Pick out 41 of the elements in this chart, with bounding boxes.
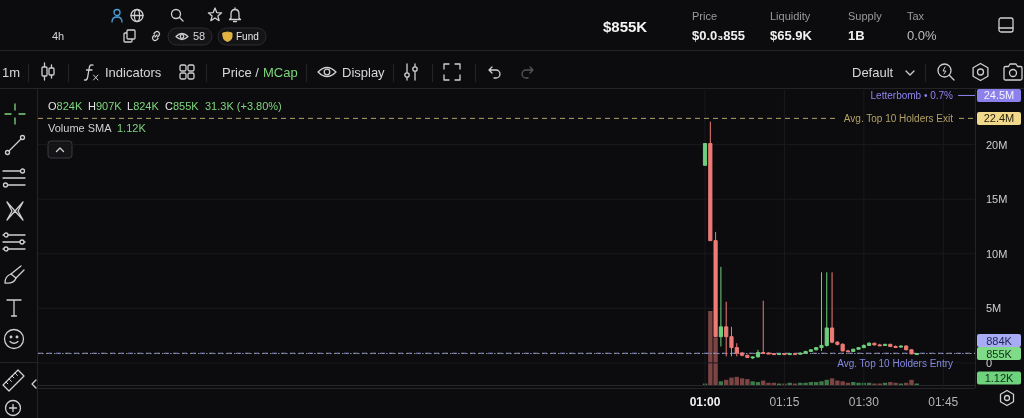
text: Tax bbox=[907, 10, 925, 22]
x-tick-label: 01:15 bbox=[769, 395, 800, 409]
annotation: H907K bbox=[88, 100, 123, 112]
annotation: 1.12K bbox=[117, 122, 147, 134]
text: Indicators bbox=[105, 65, 162, 80]
text: 884K bbox=[986, 334, 1013, 347]
annotation: L824K bbox=[127, 100, 160, 112]
annotation: O824K bbox=[48, 100, 83, 112]
annotation: 31.3K (+3.80%) bbox=[205, 100, 282, 112]
x-tick-label: 01:00 bbox=[689, 395, 721, 409]
text: Display bbox=[342, 65, 386, 80]
y-tick-label: 20M bbox=[986, 138, 1008, 151]
y-tick-label: 15M bbox=[986, 193, 1008, 206]
text: MCap bbox=[263, 65, 298, 80]
annotation: Volume SMA bbox=[48, 122, 113, 134]
text: $855K bbox=[603, 18, 648, 35]
x-tick-label: 01:30 bbox=[848, 395, 880, 409]
text: Fund bbox=[236, 31, 259, 42]
text: 0.0% bbox=[907, 28, 938, 43]
text: Price / bbox=[222, 65, 260, 80]
text: 4h bbox=[52, 30, 65, 42]
text: 58 bbox=[193, 30, 206, 42]
text: Price bbox=[692, 10, 718, 22]
text: Supply bbox=[848, 10, 883, 22]
text: 24.5M bbox=[983, 89, 1015, 102]
x-tick-label: 01:45 bbox=[928, 395, 959, 409]
y-tick-label: 5M bbox=[986, 302, 1002, 315]
ref-line-label: Avg. Top 10 Holders Exit bbox=[843, 112, 954, 124]
text: 22.4M bbox=[983, 112, 1015, 125]
annotation: C855K bbox=[165, 100, 200, 112]
ref-line-label: Letterbomb • 0.7% bbox=[870, 89, 954, 101]
text: $0.0₃855 bbox=[692, 28, 746, 43]
text: Liquidity bbox=[770, 10, 811, 22]
ref-line-label: Avg. Top 10 Holders Entry bbox=[837, 357, 953, 369]
text: 855K bbox=[986, 347, 1013, 360]
text: Default bbox=[852, 65, 894, 80]
text: 1.12K bbox=[984, 372, 1015, 384]
text: 1m bbox=[2, 65, 21, 80]
text: 1B bbox=[848, 28, 865, 43]
y-tick-label: 10M bbox=[986, 247, 1008, 260]
text: $65.9K bbox=[770, 28, 813, 43]
